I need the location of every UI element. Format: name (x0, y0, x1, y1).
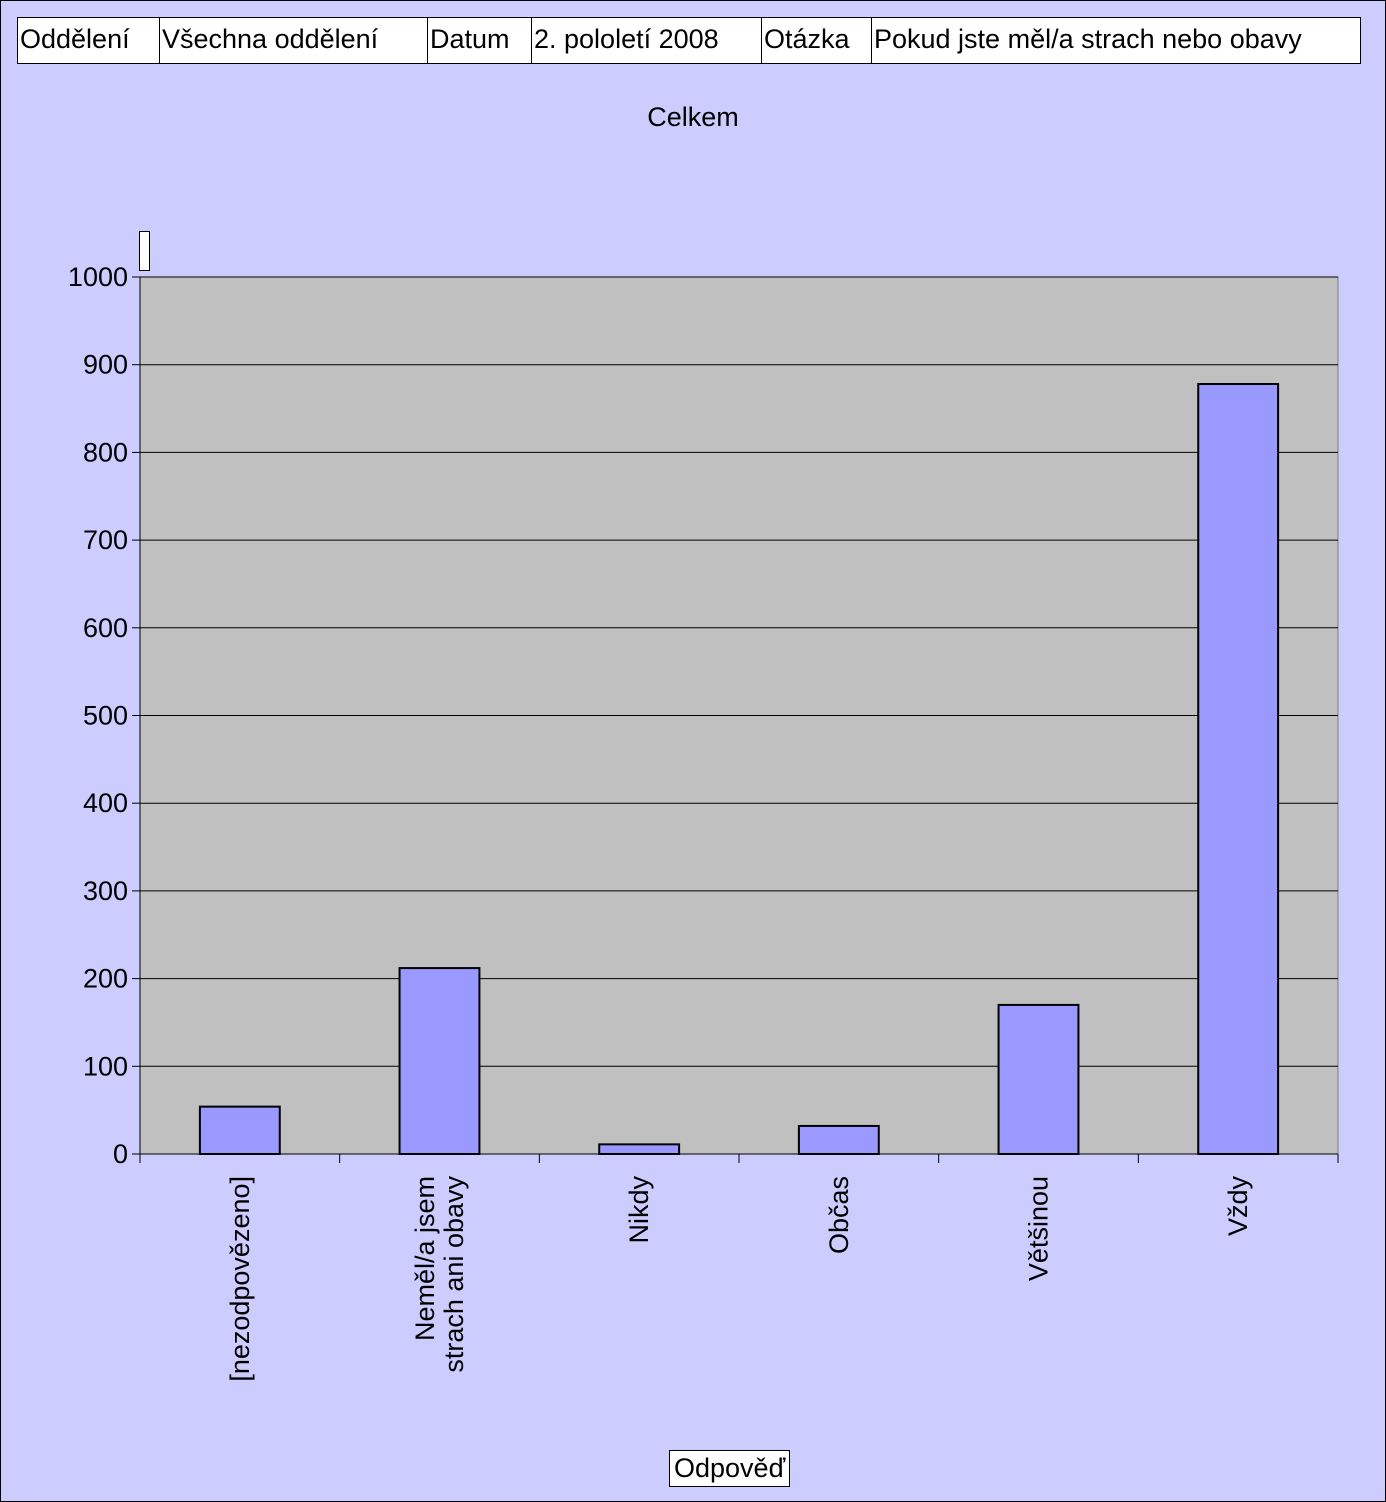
chart-title: Celkem (647, 102, 739, 132)
x-tick-label-line: Většinou (1024, 1176, 1054, 1281)
x-tick-label-line: strach ani obavy (439, 1176, 469, 1373)
x-tick-label: Většinou (1024, 1176, 1054, 1281)
filter-bar: Oddělení Všechna oddělení Datum 2. polol… (17, 17, 1361, 64)
y-tick-label: 700 (83, 525, 128, 555)
bar (797, 1124, 880, 1156)
x-tick-label: Občas (824, 1176, 854, 1254)
y-tick-label: 100 (83, 1051, 128, 1081)
x-tick-label: [nezodpovězeno] (225, 1176, 255, 1382)
bar (198, 1105, 281, 1155)
bar (1197, 382, 1280, 1155)
y-tick-label: 800 (83, 437, 128, 467)
y-tick-label: 900 (83, 350, 128, 380)
y-tick-label: 0 (113, 1139, 128, 1169)
y-tick-label: 400 (83, 788, 128, 818)
y-tick-label: 200 (83, 964, 128, 994)
department-label: Oddělení (18, 18, 160, 63)
department-value: Všechna oddělení (160, 18, 428, 63)
question-label: Otázka (762, 18, 872, 63)
date-label: Datum (428, 18, 532, 63)
date-value: 2. pololetí 2008 (532, 18, 762, 63)
question-value: Pokud jste měl/a strach nebo obavy (874, 24, 1302, 54)
x-tick-label-line: Neměl/a jsem (410, 1176, 440, 1341)
y-tick-label: 500 (83, 701, 128, 731)
x-tick-label: Vždy (1223, 1176, 1253, 1237)
bar (997, 1003, 1080, 1155)
y-tick-label: 300 (83, 876, 128, 906)
x-tick-label-line: [nezodpovězeno] (225, 1176, 255, 1382)
y-tick-label: 600 (83, 613, 128, 643)
bar (598, 1143, 681, 1156)
bar (398, 967, 481, 1155)
x-tick-label: Neměl/a jsemstrach ani obavy (410, 1176, 469, 1373)
x-tick-label-line: Vždy (1223, 1176, 1253, 1237)
y-tick-label: 1000 (68, 262, 128, 292)
x-tick-label-line: Nikdy (624, 1176, 654, 1244)
legend-box (139, 231, 150, 271)
x-tick-label-line: Občas (824, 1176, 854, 1254)
x-axis-title: Odpověď (669, 1450, 791, 1487)
x-tick-label: Nikdy (624, 1176, 654, 1244)
